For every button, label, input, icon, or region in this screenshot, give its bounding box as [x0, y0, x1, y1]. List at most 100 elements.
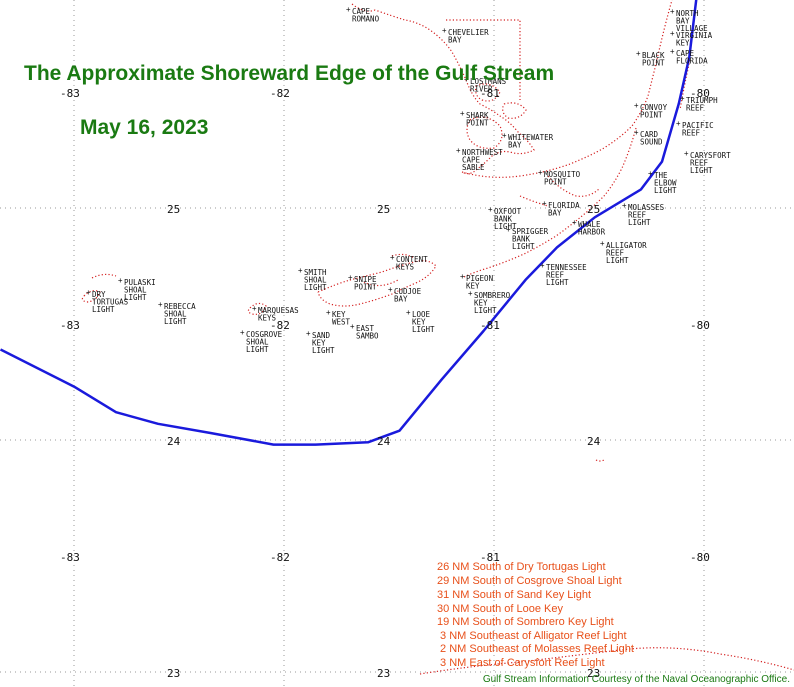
- place-marker-whale-harbor: +: [572, 218, 577, 227]
- place-marker-snipe-point: +: [348, 273, 353, 282]
- place-label-smith-shoal-light: SMITH SHOAL LIGHT: [304, 268, 327, 292]
- place-label-molasses-reef-light: MOLASSES REEF LIGHT: [628, 203, 665, 227]
- lon-label-83-bot: -83: [60, 551, 80, 564]
- place-label-black-point: BLACK POINT: [642, 51, 665, 68]
- lon-label-83-top: -83: [60, 87, 80, 100]
- lat-label-23-c: 23: [587, 667, 600, 680]
- place-label-looe-key-light: LOOE KEY LIGHT: [412, 310, 435, 334]
- place-marker-chevelier-bay: +: [442, 26, 447, 35]
- place-marker-the-elbow-light: +: [648, 169, 653, 178]
- place-marker-cape-romano: +: [346, 5, 351, 14]
- place-marker-cape-florida: +: [670, 47, 675, 56]
- lon-label-80-mid: -80: [690, 319, 710, 332]
- place-marker-black-point: +: [636, 49, 641, 58]
- place-marker-sprigger-bank-light: +: [506, 225, 511, 234]
- lat-label-24-c: 24: [587, 435, 601, 448]
- place-marker-key-west: +: [326, 308, 331, 317]
- place-label-cosgrove-shoal-light: COSGROVE SHOAL LIGHT: [246, 330, 283, 354]
- place-marker-molasses-reef-light: +: [622, 201, 627, 210]
- lat-label-25-c: 25: [587, 203, 600, 216]
- place-label-marquesas-keys: MARQUESAS KEYS: [258, 306, 299, 323]
- lon-label-82-top: -82: [270, 87, 290, 100]
- place-label-east-sambo: EAST SAMBO: [356, 324, 379, 341]
- place-marker-cosgrove-shoal-light: +: [240, 328, 245, 337]
- place-marker-east-sambo: +: [350, 322, 355, 331]
- place-marker-dry-tortugas-light: +: [86, 288, 91, 297]
- distance-cosgrove-shoal: 29 NM South of Cosgrove Shoal Light: [437, 575, 622, 587]
- lat-label-23-b: 23: [377, 667, 390, 680]
- place-label-mosquito-point: MOSQUITO POINT: [544, 170, 581, 187]
- lon-label-81-bot: -81: [480, 551, 500, 564]
- place-marker-florida-bay: +: [542, 199, 547, 208]
- distance-alligator-reef: 3 NM Southeast of Alligator Reef Light: [437, 630, 627, 642]
- lat-label-24-a: 24: [167, 435, 181, 448]
- place-marker-sand-key-light: +: [306, 329, 311, 338]
- lon-label-82-mid: -82: [270, 319, 290, 332]
- place-label-tennessee-reef-light: TENNESSEE REEF LIGHT: [546, 263, 587, 287]
- lon-label-81-top: -81: [480, 87, 500, 100]
- data-credit: Gulf Stream Information Courtesy of the …: [482, 674, 790, 685]
- place-marker-pacific-reef: +: [676, 119, 681, 128]
- map-date: May 16, 2023: [80, 116, 209, 139]
- distance-sombrero-key: 19 NM South of Sombrero Key Light: [437, 616, 614, 628]
- lon-label-83-mid: -83: [60, 319, 80, 332]
- place-marker-whitewater-bay: +: [502, 131, 507, 140]
- place-label-north-bay-village: NORTH BAY VILLAGE: [676, 9, 708, 33]
- place-label-alligator-reef-light: ALLIGATOR REEF LIGHT: [606, 241, 647, 265]
- place-marker-oxfoot-bank-light: +: [488, 205, 493, 214]
- place-label-card-sound: CARD SOUND: [640, 130, 663, 147]
- place-label-carysfort-reef-light: CARYSFORT REEF LIGHT: [690, 151, 731, 175]
- place-labels: + CAPE ROMANO+ CHEVELIER BAY+ LOSTMANS RIVER+ S…: [86, 5, 731, 355]
- place-marker-card-sound: +: [634, 128, 639, 137]
- place-marker-rebecca-shoal-light: +: [158, 300, 163, 309]
- place-label-sombrero-key-light: SOMBRERO KEY LIGHT: [474, 291, 511, 315]
- distance-carysfort-reef: 3 NM East of Carysfort Reef Light: [437, 657, 605, 669]
- place-marker-convoy-point: +: [634, 101, 639, 110]
- distance-dry-tortugas: 26 NM South of Dry Tortugas Light: [437, 561, 606, 573]
- place-marker-content-keys: +: [390, 253, 395, 262]
- place-label-cudjoe-bay: CUDJOE BAY: [394, 287, 422, 304]
- place-label-whale-harbor: WHALE HARBOR: [578, 220, 606, 237]
- lat-label-25-b: 25: [377, 203, 390, 216]
- place-label-content-keys: CONTENT KEYS: [396, 255, 428, 272]
- distance-looe-key: 30 NM South of Looe Key: [437, 603, 563, 615]
- place-marker-north-bay-village: +: [670, 7, 675, 16]
- place-label-sand-key-light: SAND KEY LIGHT: [312, 331, 335, 355]
- place-label-dry-tortugas-light: DRY TORTUGAS LIGHT: [92, 290, 129, 314]
- place-label-key-west: KEY WEST: [332, 310, 351, 327]
- place-label-pacific-reef: PACIFIC REEF: [682, 121, 714, 138]
- gulf-stream-edge-line: [0, 0, 698, 446]
- place-marker-virginia-key: +: [670, 29, 675, 38]
- distance-molasses-reef: 2 NM Southeast of Molasses Reef Light: [437, 643, 634, 655]
- place-label-triumph-reef: TRIUMPH REEF: [686, 96, 718, 113]
- place-label-florida-bay: FLORIDA BAY: [548, 201, 580, 218]
- place-label-whitewater-bay: WHITEWATER BAY: [508, 133, 554, 150]
- place-label-shark-point: SHARK POINT: [466, 111, 489, 128]
- place-label-lostmans-river: LOSTMANS RIVER: [470, 77, 507, 94]
- place-label-oxfoot-bank-light: OXFOOT BANK LIGHT: [494, 207, 522, 231]
- place-marker-carysfort-reef-light: +: [684, 149, 689, 158]
- place-marker-triumph-reef: +: [680, 94, 685, 103]
- lat-label-23-a: 23: [167, 667, 180, 680]
- lat-label-25-a: 25: [167, 203, 180, 216]
- place-label-virginia-key: VIRGINIA KEY: [676, 31, 713, 48]
- place-label-rebecca-shoal-light: REBECCA SHOAL LIGHT: [164, 302, 196, 326]
- grid-labels: -83 -82 -81 -80 -83 -82 -81 -80 -83 -82 …: [60, 87, 710, 680]
- place-marker-smith-shoal-light: +: [298, 266, 303, 275]
- place-marker-cudjoe-bay: +: [388, 285, 393, 294]
- place-marker-looe-key-light: +: [406, 308, 411, 317]
- lon-label-81-mid: -81: [480, 319, 500, 332]
- place-marker-shark-point: +: [460, 109, 465, 118]
- lat-label-24-b: 24: [377, 435, 391, 448]
- place-marker-sombrero-key-light: +: [468, 289, 473, 298]
- place-label-northwest-cape-sable: NORTHWEST CAPE SABLE: [462, 148, 503, 172]
- place-label-cape-florida: CAPE FLORIDA: [676, 49, 708, 66]
- place-label-chevelier-bay: CHEVELIER BAY: [448, 28, 489, 45]
- lon-label-80-bot: -80: [690, 551, 710, 564]
- place-label-snipe-point: SNIPE POINT: [354, 275, 377, 292]
- lon-label-82-bot: -82: [270, 551, 290, 564]
- place-label-pulaski-shoal-light: PULASKI SHOAL LIGHT: [124, 278, 156, 302]
- place-marker-pigeon-key: +: [460, 272, 465, 281]
- coastline: [81, 0, 794, 675]
